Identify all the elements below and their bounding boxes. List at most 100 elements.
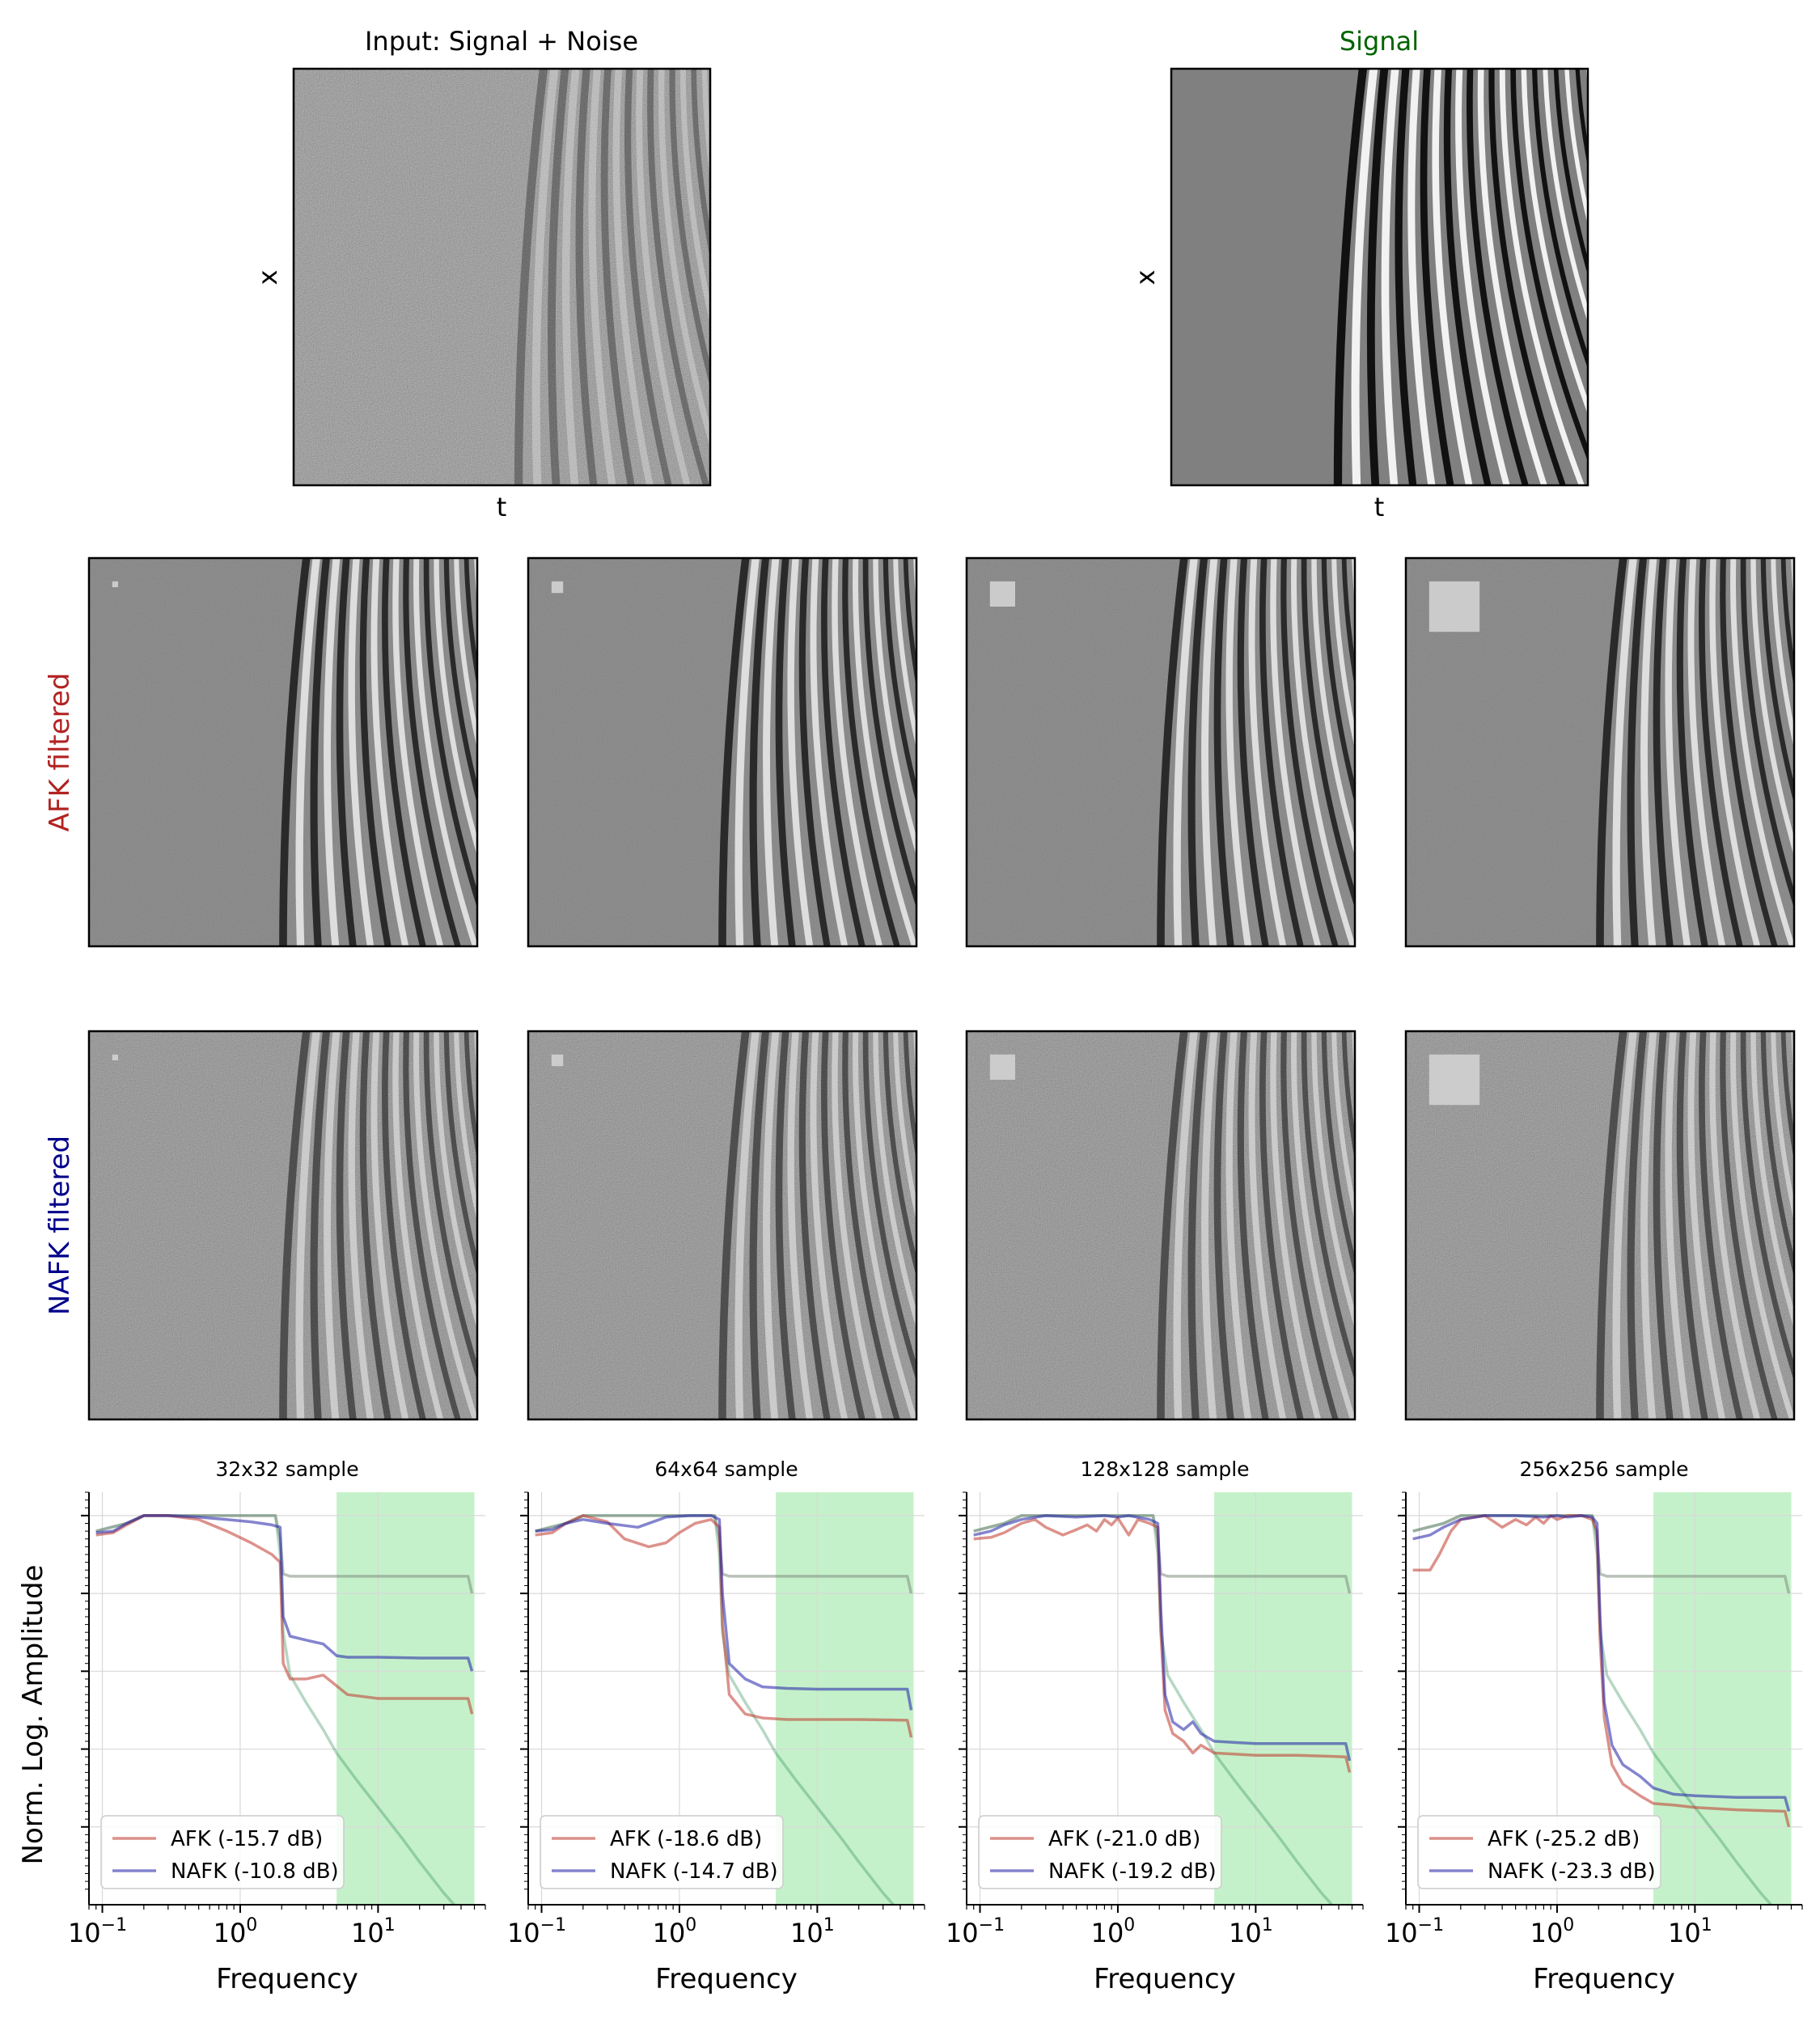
x-axis-label: Frequency [216, 1963, 358, 1995]
legend-label-afk: AFK (-15.7 dB) [171, 1827, 323, 1851]
fringe-stripe [403, 1031, 461, 1419]
fringe-stripe [763, 558, 780, 946]
fringe-stripe [1730, 1031, 1794, 1419]
fringe-stripe [413, 1031, 477, 1419]
noise-texture [294, 69, 710, 485]
fringe-stripe [1596, 558, 1627, 946]
fringe-stripe [548, 69, 569, 485]
fringe-stripe [423, 1031, 477, 1382]
sample-patch [551, 581, 564, 594]
fringe-stripe [832, 1031, 883, 1419]
fringe-stripe [1477, 69, 1547, 485]
fringe-stripe [531, 69, 559, 485]
fringe-stripe [1803, 1031, 1820, 1419]
legend-label-nafk: NAFK (-10.8 dB) [171, 1859, 339, 1884]
fringe-stripe [1225, 558, 1252, 946]
fringe-stripe [1488, 69, 1566, 485]
afk-row-label: AFK filtered [44, 673, 76, 832]
spectrum-title: 256x256 sample [1519, 1457, 1688, 1481]
x-tick-label: 100 [214, 1915, 258, 1948]
fringe-stripe [763, 1031, 780, 1419]
input-panel-title: Input: Signal + Noise [365, 26, 638, 57]
fringe-stripe [1259, 558, 1304, 946]
legend [978, 1815, 1222, 1889]
fringe-stripe [1157, 558, 1188, 946]
fringe-stripe [1301, 558, 1355, 909]
fringe-stripe [749, 558, 770, 946]
x-axis-label: Frequency [1533, 1963, 1675, 1995]
fringe-stripe [1627, 558, 1648, 946]
fringe-stripe [1381, 69, 1399, 485]
fringe-stripe [821, 1031, 866, 1419]
fringe-stripe [1610, 69, 1713, 485]
fringe-stripe [1780, 558, 1794, 688]
spectrum-title: 64x64 sample [654, 1457, 798, 1481]
fringe-stripe [1455, 69, 1510, 485]
sample-patch [989, 581, 1015, 607]
fringe-stripe [787, 558, 814, 946]
fringe-stripe [1612, 558, 1637, 946]
fringe-stripe [1291, 1031, 1355, 1419]
nafk-filtered-image-4 [1404, 1030, 1820, 1421]
series-nafk [1412, 1514, 1791, 1812]
fringe-stripe [842, 558, 900, 946]
fringe-stripe [1280, 1031, 1339, 1419]
fringe-stripe [775, 1031, 796, 1419]
x-axis-label: Frequency [1094, 1963, 1236, 1995]
x-axis-label: Frequency [655, 1963, 798, 1995]
fringe-stripe [715, 69, 819, 485]
fringe-stripe [1771, 558, 1794, 750]
fringe-stripe [1341, 1031, 1355, 1161]
filtered-image-grid [87, 556, 1820, 1421]
signal-panel-ylabel: x [1130, 270, 1161, 286]
fringe-stripe [862, 1031, 916, 1382]
fringe-stripe [1771, 1031, 1794, 1223]
fringe-stripe [454, 558, 477, 750]
fringe-stripe [1213, 558, 1234, 946]
fringe-stripe [1699, 1031, 1743, 1419]
fringe-stripe [873, 558, 916, 857]
x-tick-label: 101 [351, 1915, 396, 1948]
signal-panel: Signal t x [1130, 26, 1713, 522]
fringe-stripe [832, 558, 883, 946]
x-tick-label: 101 [790, 1915, 835, 1948]
legend-label-afk: AFK (-25.2 dB) [1488, 1827, 1640, 1851]
fringe-stripe [1201, 1031, 1218, 1419]
x-tick-label: 10−1 [68, 1915, 127, 1948]
fringe-stripe [1653, 1031, 1674, 1419]
fringe-stripe [463, 558, 477, 688]
nafk-filtered-image-1 [87, 1030, 479, 1421]
fringe-stripe [359, 1031, 392, 1419]
fringe-stripe [1270, 1031, 1322, 1419]
fringe-stripe [1676, 1031, 1708, 1419]
x-tick-label: 101 [1668, 1915, 1712, 1948]
fringe-stripe [1740, 558, 1794, 909]
afk-filtered-image-4 [1404, 556, 1796, 948]
fringe-stripe [1351, 69, 1378, 485]
input-panel-ylabel: x [252, 270, 283, 286]
fringe-stripe [1331, 558, 1355, 750]
input-panel-xlabel: t [497, 492, 507, 522]
fringe-stripe [1280, 558, 1339, 946]
fringe-stripe [701, 69, 710, 180]
fringe-stripe [310, 1031, 331, 1419]
sample-patch [551, 1054, 564, 1067]
fringe-stripe [413, 558, 477, 946]
fringe-stripe [853, 1031, 916, 1419]
fringe-stripe [1248, 1031, 1287, 1419]
fringe-stripe [324, 1031, 341, 1419]
fringe-stripe [1575, 69, 1588, 168]
fringe-stripe [1521, 69, 1588, 415]
input-image [294, 69, 819, 485]
fringe-stripe [749, 1031, 770, 1419]
fringe-stripe [279, 1031, 311, 1419]
x-tick-label: 101 [1229, 1915, 1273, 1948]
fringe-stripe [392, 558, 444, 946]
fringe-stripe [463, 1031, 477, 1161]
fringe-stripe [903, 1031, 916, 1161]
spectrum-title: 128x128 sample [1080, 1457, 1249, 1481]
fringe-stripe [454, 1031, 477, 1223]
fringe-stripe [1553, 69, 1588, 276]
fringe-stripe [821, 558, 866, 946]
